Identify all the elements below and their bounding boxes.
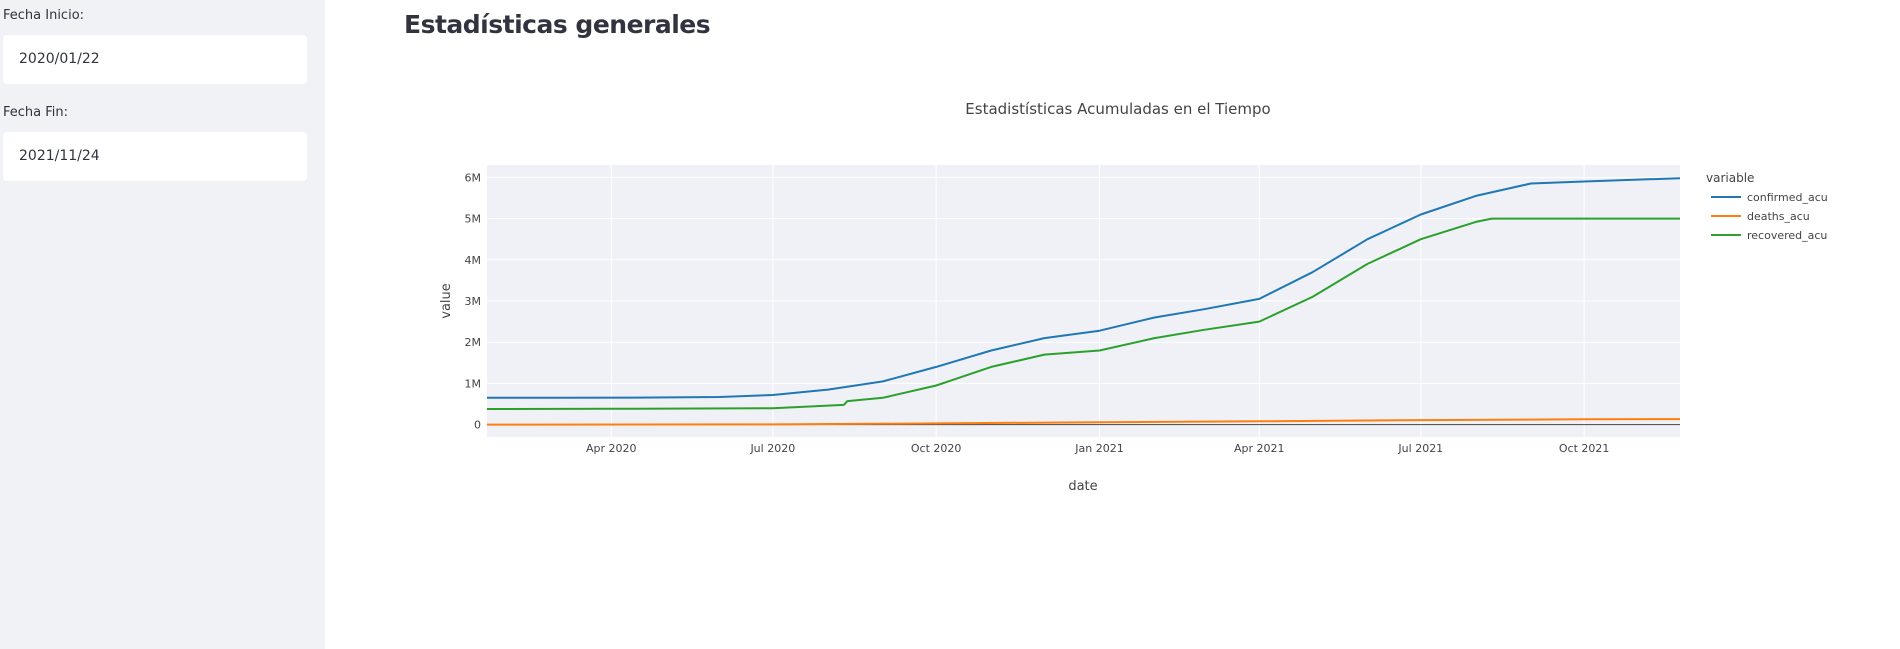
main-content: Estadísticas generales [325, 0, 1900, 649]
end-date-label: Fecha Fin: [3, 105, 68, 120]
start-date-label: Fecha Inicio: [3, 8, 84, 23]
end-date-input[interactable]: 2021/11/24 [3, 132, 307, 181]
sidebar: Fecha Inicio: 2020/01/22 Fecha Fin: 2021… [0, 0, 325, 649]
start-date-input[interactable]: 2020/01/22 [3, 35, 307, 84]
page-title: Estadísticas generales [404, 10, 710, 39]
